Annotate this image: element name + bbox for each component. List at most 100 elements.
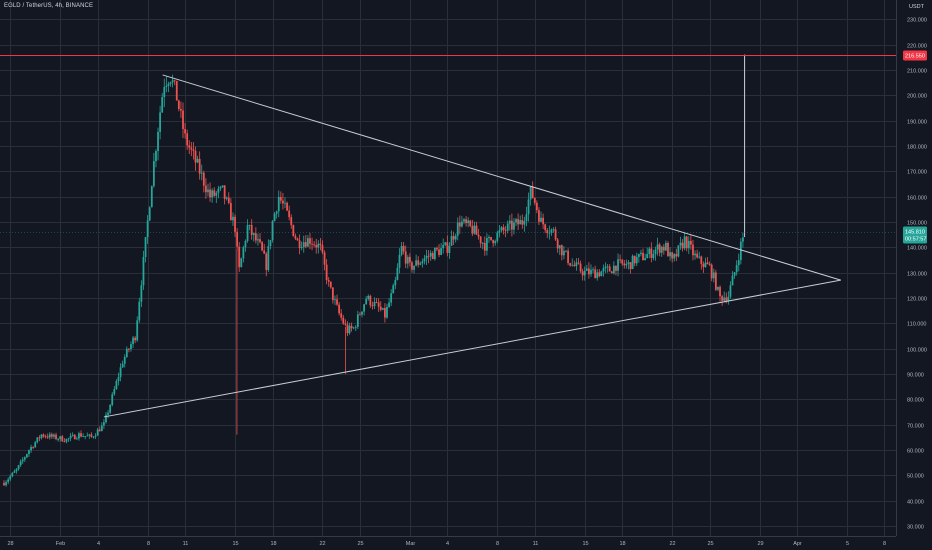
x-tick-label: 22	[669, 541, 675, 547]
symbol-title[interactable]: EGLD / TetherUS, 4h, BINANCE	[4, 3, 94, 9]
candle	[80, 430, 82, 438]
candle-body	[404, 251, 407, 264]
candle	[306, 235, 309, 247]
candle	[698, 251, 701, 259]
candle-body	[637, 253, 640, 257]
candle	[392, 283, 395, 294]
candle	[275, 210, 278, 219]
candle	[123, 354, 126, 368]
candle	[90, 432, 93, 438]
candle	[598, 269, 601, 278]
candle	[436, 246, 438, 252]
candle-body	[375, 301, 378, 303]
candle-body	[165, 85, 168, 87]
candle	[377, 298, 380, 312]
candle-body	[117, 377, 120, 381]
candle	[590, 264, 592, 277]
candle-body	[413, 265, 415, 270]
y-tick-label: 50.000	[907, 474, 924, 480]
candle	[323, 250, 326, 271]
candle-body	[723, 297, 726, 301]
candle	[11, 472, 14, 478]
candle-body	[515, 219, 517, 223]
candle-body	[302, 242, 305, 248]
candle-body	[556, 239, 559, 249]
y-tick-label: 190.000	[907, 120, 927, 126]
candle	[496, 230, 499, 243]
candle	[629, 261, 632, 274]
candle-body	[461, 221, 463, 227]
candle-body	[548, 232, 551, 234]
candle	[188, 140, 191, 155]
candle-body	[496, 232, 499, 242]
candle-body	[36, 437, 39, 443]
candle	[631, 254, 634, 270]
candle	[729, 281, 732, 299]
candle-body	[689, 240, 692, 245]
candle-body	[712, 272, 715, 279]
candle-body	[384, 308, 386, 318]
candle	[733, 271, 736, 279]
candle	[615, 265, 617, 276]
candle	[359, 312, 361, 316]
candle	[365, 296, 368, 305]
candle-body	[502, 227, 505, 231]
candle	[637, 253, 640, 263]
candle	[356, 310, 359, 330]
candle-body	[292, 225, 295, 237]
x-tick-label: 11	[183, 541, 189, 547]
candle-body	[121, 363, 124, 368]
candle	[7, 477, 10, 485]
candle	[242, 245, 245, 263]
candle	[294, 233, 297, 240]
candle	[304, 234, 307, 249]
candle-body	[619, 259, 622, 261]
candle-body	[32, 447, 35, 448]
candle-body	[140, 285, 143, 302]
candle	[490, 236, 492, 241]
candle-body	[177, 100, 180, 110]
candle-body	[571, 264, 574, 266]
candle	[215, 190, 218, 204]
candle	[315, 238, 318, 254]
candle	[381, 307, 384, 311]
candle-body	[30, 447, 32, 451]
candle	[125, 346, 128, 358]
candle	[444, 241, 447, 247]
x-tick-label: 18	[270, 541, 276, 547]
candle	[298, 234, 301, 255]
candle-body	[411, 262, 413, 270]
candle-body	[727, 296, 730, 301]
candle-body	[621, 259, 624, 264]
candle	[594, 265, 597, 279]
candle-body	[377, 302, 380, 307]
candle	[361, 311, 363, 318]
candle	[78, 431, 80, 441]
candle-body	[394, 280, 397, 286]
candle	[132, 335, 134, 349]
candle	[411, 260, 413, 273]
candle	[334, 295, 336, 306]
candle-body	[583, 270, 586, 276]
candle-body	[644, 258, 646, 261]
candle	[336, 294, 338, 306]
candle	[404, 245, 407, 269]
candle	[369, 294, 372, 308]
candle-body	[134, 337, 137, 341]
candle-body	[119, 367, 122, 378]
candle	[700, 255, 703, 270]
candle	[579, 260, 582, 274]
candle-body	[340, 313, 343, 318]
y-tick-label: 220.000	[907, 44, 927, 50]
candle	[535, 200, 538, 214]
candle-body	[654, 249, 657, 255]
candle-body	[352, 327, 355, 329]
candle-body	[490, 236, 492, 241]
candle-body	[61, 436, 64, 442]
candle-body	[136, 320, 139, 341]
candle-body	[612, 265, 615, 274]
candle-body	[504, 230, 507, 231]
candle-body	[567, 250, 569, 264]
